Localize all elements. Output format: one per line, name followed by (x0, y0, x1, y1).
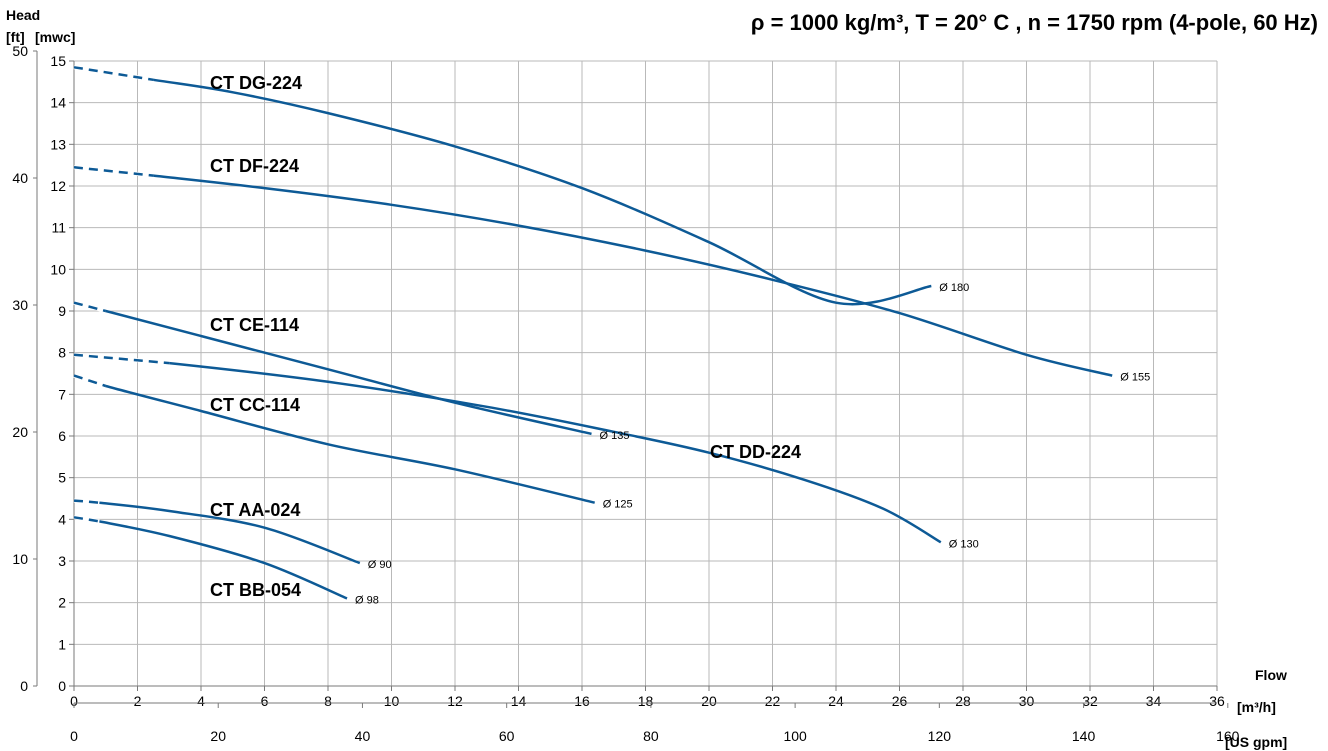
y-tick-label-mwc: 13 (50, 136, 66, 152)
y-tick-label-mwc: 9 (58, 303, 66, 319)
x-tick-label-m3h: 34 (1146, 693, 1162, 709)
y-tick-label-ft: 30 (12, 297, 28, 313)
y-tick-label-mwc: 4 (58, 511, 66, 527)
series-dashed-segment (73, 374, 107, 388)
axes: 0 2 4 6 8 10 12 14 16 18 20 22 24 26 28 30 32 34 360123456… (12, 43, 1239, 744)
y-tick-label-mwc: 7 (58, 386, 66, 402)
x-tick-label-m3h: 16 (574, 693, 590, 709)
chart-title: ρ = 1000 kg/m³, T = 20° C , n = 1750 rpm… (751, 10, 1318, 35)
x-tick-label-gpm: 140 (1072, 728, 1096, 744)
series-line (73, 166, 1113, 377)
series-dashed-segment (73, 516, 100, 523)
y-axis-units-mwc: [mwc] (35, 29, 75, 45)
x-axis-units-gpm: [US gpm] (1225, 734, 1287, 750)
y-tick-label-ft: 0 (20, 678, 28, 694)
x-axis-title: Flow (1255, 667, 1287, 683)
x-tick-label-gpm: 40 (355, 728, 371, 744)
y-tick-label-mwc: 0 (58, 678, 66, 694)
series-dashed-segment (73, 353, 170, 365)
y-tick-label-mwc: 1 (58, 636, 66, 652)
y-tick-label-mwc: 2 (58, 595, 66, 611)
y-tick-label-ft: 50 (12, 43, 28, 59)
y-tick-label-ft: 20 (12, 424, 28, 440)
series-line (73, 66, 932, 306)
x-tick-label-m3h: 0 (70, 693, 78, 709)
x-tick-label-m3h: 4 (197, 693, 205, 709)
x-tick-label-m3h: 12 (447, 693, 463, 709)
x-tick-label-m3h: 30 (1019, 693, 1035, 709)
y-axis-title: Head (6, 7, 40, 23)
series-name-label: CT DF-224 (210, 156, 299, 176)
series-dashed-segment (73, 66, 154, 82)
x-tick-label-gpm: 80 (643, 728, 659, 744)
y-axis-units-ft: [ft] (6, 29, 25, 45)
diameter-label: Ø 130 (949, 538, 979, 550)
series-name-label: CT CC-114 (210, 395, 300, 415)
y-tick-label-mwc: 11 (51, 220, 66, 236)
series-name-label: CT AA-024 (210, 500, 300, 520)
x-tick-label-m3h: 22 (765, 693, 781, 709)
series-line (73, 301, 592, 436)
x-tick-label-gpm: 120 (928, 728, 952, 744)
series-name-label: CT BB-054 (210, 580, 301, 600)
series-line (73, 374, 595, 504)
y-tick-label-mwc: 14 (50, 95, 66, 111)
y-tick-label-ft: 40 (12, 170, 28, 186)
x-tick-label-gpm: 20 (210, 728, 226, 744)
x-tick-label-m3h: 2 (134, 693, 142, 709)
y-tick-label-mwc: 3 (58, 553, 66, 569)
x-axis-units-m3h: [m³/h] (1237, 699, 1276, 715)
y-tick-label-mwc: 6 (58, 428, 66, 444)
diameter-label: Ø 155 (1120, 372, 1150, 384)
diameter-label: Ø 180 (939, 282, 969, 294)
y-tick-label-mwc: 8 (58, 345, 66, 361)
series-line (73, 353, 942, 544)
x-tick-label-m3h: 32 (1082, 693, 1098, 709)
series-dashed-segment (73, 301, 107, 313)
x-tick-label-m3h: 18 (638, 693, 654, 709)
x-tick-label-gpm: 100 (783, 728, 807, 744)
diameter-label: Ø 125 (603, 499, 633, 511)
series-dashed-segment (73, 499, 100, 504)
x-tick-label-m3h: 26 (892, 693, 908, 709)
x-tick-label-gpm: 0 (70, 728, 78, 744)
series-name-label: CT DG-224 (210, 73, 302, 93)
x-tick-label-m3h: 20 (701, 693, 717, 709)
x-tick-label-m3h: 14 (511, 693, 527, 709)
diameter-label: Ø 135 (600, 430, 630, 442)
y-tick-label-mwc: 15 (50, 53, 66, 69)
diameter-label: Ø 90 (368, 559, 392, 571)
x-tick-label-gpm: 60 (499, 728, 515, 744)
series-dashed-segment (73, 166, 154, 177)
series-name-label: CT CE-114 (210, 315, 299, 335)
x-tick-label-gpm: 160 (1216, 728, 1240, 744)
x-tick-label-m3h: 24 (828, 693, 844, 709)
diameter-label: Ø 98 (355, 595, 379, 607)
series (73, 65, 1113, 600)
y-tick-label-mwc: 12 (50, 178, 66, 194)
series-name-label: CT DD-224 (710, 442, 801, 462)
y-tick-label-mwc: 5 (58, 470, 66, 486)
y-tick-label-ft: 10 (12, 551, 28, 567)
y-tick-label-mwc: 10 (50, 261, 66, 277)
x-tick-label-m3h: 28 (955, 693, 971, 709)
series-labels: Ø 180 CT DG-224 Ø 155 CT DF-224 Ø 135 CT CE-1… (210, 73, 1150, 607)
x-tick-label-m3h: 8 (324, 693, 332, 709)
x-tick-label-m3h: 6 (261, 693, 269, 709)
x-tick-label-m3h: 10 (384, 693, 400, 709)
x-tick-label-m3h: 36 (1209, 693, 1225, 709)
